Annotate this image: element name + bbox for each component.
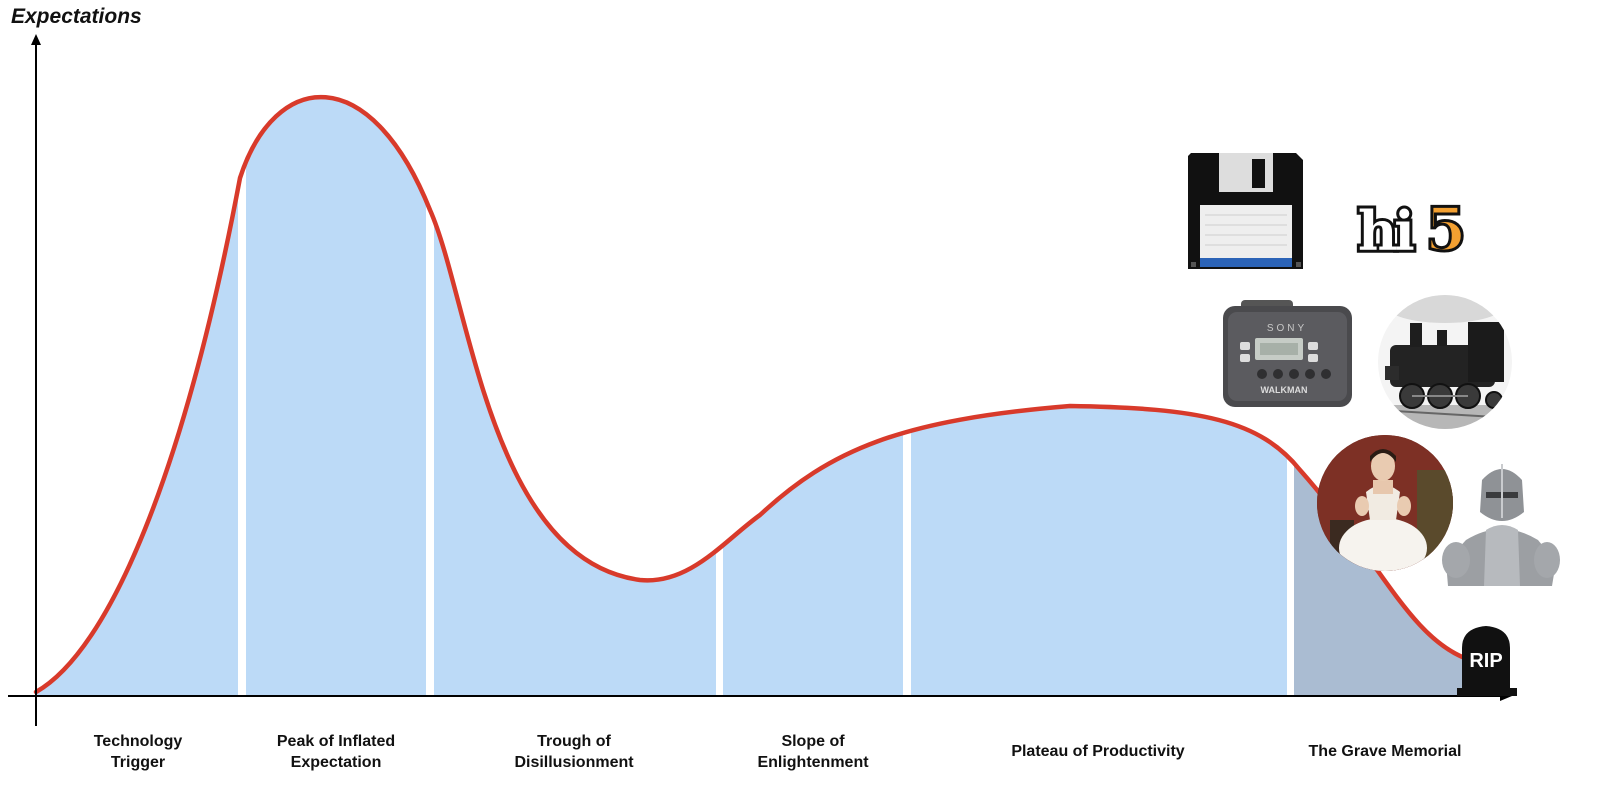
phase-label-line2: Disillusionment (514, 754, 634, 771)
phase-label-line1: Slope of (781, 733, 845, 750)
y-axis-arrow (31, 34, 41, 45)
phase-label-line1: Peak of Inflated (276, 733, 396, 750)
steam-locomotive-icon (1378, 295, 1512, 429)
phase-label-technology-trigger: Technology Trigger (43, 731, 233, 773)
y-axis-title: Expectations (11, 5, 142, 28)
hype-curve (33, 95, 1473, 695)
phase-label-trough: Trough of Disillusionment (479, 731, 669, 773)
phase-label-line2: Trigger (110, 754, 166, 771)
phase-fill-technology-trigger (36, 97, 238, 696)
tombstone-text: RIP (1469, 650, 1502, 672)
phase-fill-peak (246, 97, 426, 696)
phase-label-plateau: Plateau of Productivity (978, 741, 1218, 762)
hi5-logo-digit: 5 (1425, 195, 1467, 265)
walkman-brand: SONY (1267, 323, 1307, 334)
hi5-logo-letters: hi (1358, 199, 1414, 263)
phase-label-line2: Expectation (290, 754, 382, 771)
walkman-cassette-icon: SONY WALKMAN (1223, 300, 1352, 407)
phase-label-slope: Slope of Enlightenment (718, 731, 908, 773)
phase-label-line2: Enlightenment (757, 754, 869, 771)
phase-label-line1: Trough of (537, 733, 611, 750)
tombstone-icon: RIP (1457, 626, 1517, 696)
hi5-logo-icon: hi hi 5 (1355, 194, 1468, 267)
phase-label-line1: Plateau of Productivity (1011, 743, 1185, 760)
phase-fill-slope (723, 97, 903, 696)
phase-label-grave: The Grave Memorial (1290, 741, 1480, 762)
phase-label-line1: Technology (93, 733, 183, 750)
hi5-logo-letters-inner: hi (1358, 199, 1414, 263)
phase-fill-trough (434, 97, 716, 696)
phase-label-line1: The Grave Memorial (1308, 743, 1462, 760)
victorian-portrait-icon (1317, 435, 1453, 571)
knight-armor-icon (1442, 464, 1560, 586)
phase-label-peak: Peak of Inflated Expectation (241, 731, 431, 773)
walkman-model: WALKMAN (1261, 385, 1308, 395)
floppy-disk-icon (1188, 153, 1303, 269)
